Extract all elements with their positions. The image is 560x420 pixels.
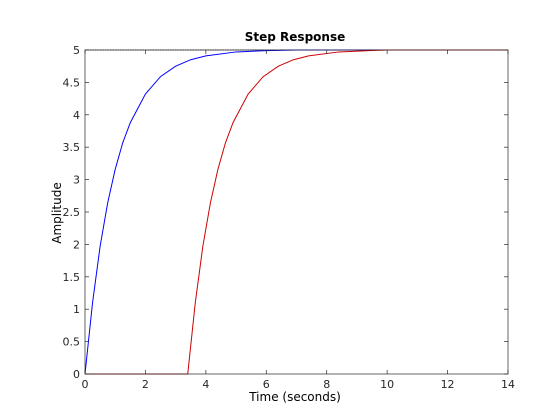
- x-tick-label: 8: [323, 378, 330, 391]
- y-tick-label: 4.5: [63, 76, 81, 89]
- x-tick-label: 4: [202, 378, 209, 391]
- x-axis-label: Time (seconds): [248, 390, 341, 404]
- y-tick-label: 1: [73, 303, 80, 316]
- y-tick-label: 3.5: [63, 141, 81, 154]
- y-tick-label: 4: [73, 109, 80, 122]
- plot-area: [85, 50, 508, 374]
- y-tick-label: 1.5: [63, 271, 81, 284]
- x-tick-label: 10: [380, 378, 394, 391]
- y-tick-label: 5: [73, 44, 80, 57]
- y-axis-label: Amplitude: [50, 182, 64, 244]
- y-tick-label: 0: [73, 368, 80, 381]
- chart-title: Step Response: [245, 30, 345, 44]
- y-tick-label: 2: [73, 238, 80, 251]
- x-tick-label: 6: [263, 378, 270, 391]
- x-tick-label: 14: [501, 378, 515, 391]
- y-axis: 0 0.5 1 1.5 2 2.5 3 3.5 4 4.5 5: [63, 44, 508, 381]
- x-tick-label: 0: [82, 378, 89, 391]
- x-axis: 0 2 4 6 8 10 12 14: [82, 50, 515, 391]
- y-tick-label: 3: [73, 174, 80, 187]
- x-tick-label: 2: [142, 378, 149, 391]
- y-tick-label: 2.5: [63, 206, 81, 219]
- series-line-2: [85, 49, 508, 375]
- x-tick-label: 12: [441, 378, 455, 391]
- y-tick-label: 0.5: [63, 336, 81, 349]
